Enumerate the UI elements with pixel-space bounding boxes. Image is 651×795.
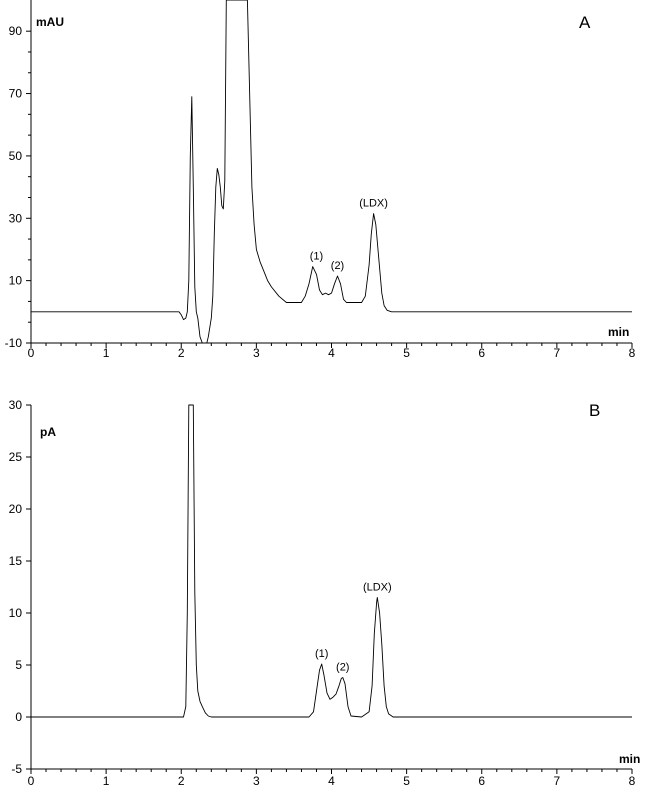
peak-label-a: (LDX) bbox=[359, 198, 388, 210]
chart-panel-b: pA B min 0 1 2 3 4 5 6 7 8 -5 0 5 10 15 20 25 30 (1) (2) (L… bbox=[9, 398, 641, 788]
x-tick-label-b: 1 bbox=[103, 774, 110, 788]
y-tick-label-a: 90 bbox=[9, 24, 23, 38]
x-tick-label-a: 7 bbox=[554, 346, 561, 360]
peak-label-a: (1) bbox=[310, 251, 323, 263]
x-tick-label-b: 7 bbox=[554, 774, 561, 788]
x-tick-label-a: 8 bbox=[629, 346, 636, 360]
chromatogram-trace-a bbox=[31, 0, 632, 344]
y-tick-label-b: -5 bbox=[11, 762, 22, 776]
x-axis-label-a: min bbox=[608, 325, 629, 339]
y-tick-label-a: 50 bbox=[9, 149, 23, 163]
x-tick-label-b: 8 bbox=[629, 774, 636, 788]
x-tick-label-a: 0 bbox=[28, 346, 35, 360]
peak-label-b: (2) bbox=[336, 661, 349, 673]
x-tick-label-a: 5 bbox=[403, 346, 410, 360]
x-tick-label-b: 3 bbox=[253, 774, 260, 788]
x-tick-label-b: 2 bbox=[178, 774, 185, 788]
x-tick-label-a: 3 bbox=[253, 346, 260, 360]
x-tick-label-b: 0 bbox=[28, 774, 35, 788]
panel-label-b: B bbox=[589, 401, 600, 420]
x-tick-label-b: 4 bbox=[328, 774, 335, 788]
x-tick-label-a: 6 bbox=[478, 346, 485, 360]
x-tick-label-a: 1 bbox=[103, 346, 110, 360]
x-tick-label-b: 6 bbox=[478, 774, 485, 788]
y-tick-label-a: 10 bbox=[9, 274, 23, 288]
y-tick-label-b: 20 bbox=[9, 502, 23, 516]
y-tick-label-b: 30 bbox=[9, 398, 23, 412]
x-tick-label-a: 2 bbox=[178, 346, 185, 360]
y-tick-label-b: 5 bbox=[15, 658, 22, 672]
x-tick-label-a: 4 bbox=[328, 346, 335, 360]
y-tick-label-b: 15 bbox=[9, 554, 23, 568]
y-tick-label-b: 25 bbox=[9, 450, 23, 464]
y-tick-label-b: 10 bbox=[9, 606, 23, 620]
panel-label-a: A bbox=[579, 13, 591, 32]
x-tick-label-b: 5 bbox=[403, 774, 410, 788]
y-tick-label-a: 70 bbox=[9, 87, 23, 101]
y-axis-label-a: mAU bbox=[36, 15, 64, 29]
y-axis-label-b: pA bbox=[40, 425, 56, 439]
chromatogram-trace-b bbox=[31, 404, 632, 718]
y-tick-label-a: -10 bbox=[5, 336, 23, 350]
y-tick-label-b: 0 bbox=[15, 710, 22, 724]
x-axis-label-b: min bbox=[619, 752, 640, 766]
chart-panel-a: mAU A min 0 1 2 3 4 5 6 7 8 -10 10 30 50 70 90 (1) (2) (L… bbox=[5, 0, 636, 360]
peak-label-b: (1) bbox=[315, 648, 328, 660]
peak-label-a: (2) bbox=[331, 260, 344, 272]
y-tick-label-a: 30 bbox=[9, 211, 23, 225]
peak-label-b: (LDX) bbox=[363, 581, 392, 593]
